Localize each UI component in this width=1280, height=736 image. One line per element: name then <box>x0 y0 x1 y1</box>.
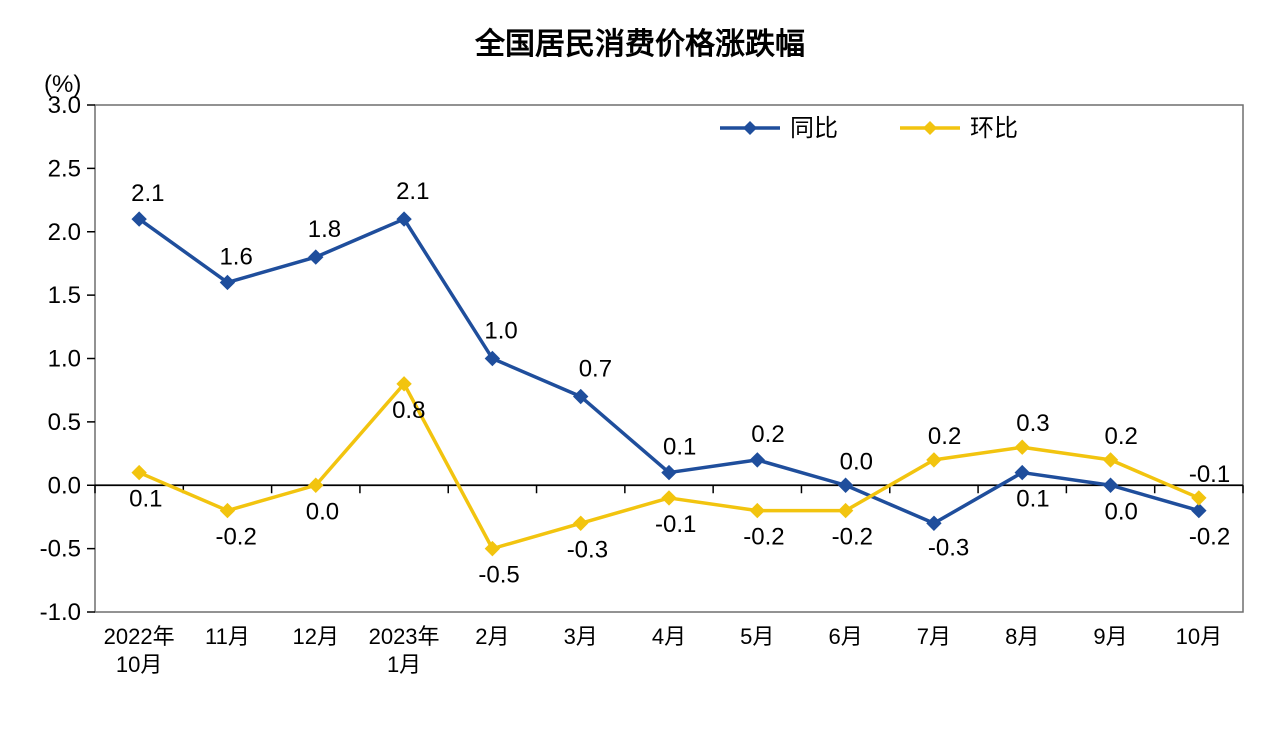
data-label: 0.1 <box>129 486 162 513</box>
data-label: 0.7 <box>579 356 612 383</box>
series-marker <box>1015 466 1029 480</box>
series-marker <box>485 542 499 556</box>
series-marker <box>927 453 941 467</box>
data-label: -0.2 <box>832 524 873 551</box>
series-marker <box>927 516 941 530</box>
data-label: 0.0 <box>306 498 339 525</box>
x-tick-label: 8月 <box>1005 624 1039 649</box>
legend-marker <box>923 121 937 135</box>
data-label: 0.1 <box>663 434 696 461</box>
data-label: -0.1 <box>1189 461 1230 488</box>
y-tick-label: 0.5 <box>48 409 81 436</box>
data-label: -0.3 <box>928 534 969 561</box>
series-marker <box>750 453 764 467</box>
data-label: 1.8 <box>308 216 341 243</box>
series-marker <box>1015 440 1029 454</box>
series-marker <box>309 250 323 264</box>
data-label: 0.8 <box>392 397 425 424</box>
chart-title: 全国居民消费价格涨跌幅 <box>474 27 805 61</box>
data-label: 0.0 <box>1105 498 1138 525</box>
y-tick-label: -1.0 <box>40 599 81 626</box>
data-label: 1.0 <box>484 318 517 345</box>
x-tick-label: 4月 <box>652 624 686 649</box>
x-tick-label: 9月 <box>1093 624 1127 649</box>
data-label: 0.1 <box>1016 486 1049 513</box>
data-label: 2.1 <box>131 180 164 207</box>
data-label: 0.2 <box>1105 423 1138 450</box>
series-marker <box>839 478 853 492</box>
x-tick-label: 2月 <box>475 624 509 649</box>
data-label: 2.1 <box>396 178 429 205</box>
y-tick-label: 2.5 <box>48 155 81 182</box>
data-label: 0.2 <box>751 421 784 448</box>
x-tick-label: 10月 <box>1176 624 1222 649</box>
y-tick-label: 3.0 <box>48 92 81 119</box>
series-marker <box>662 491 676 505</box>
data-label: 0.2 <box>928 423 961 450</box>
series-marker <box>1192 504 1206 518</box>
y-tick-label: 0.0 <box>48 472 81 499</box>
x-tick-label: 11月 <box>205 624 250 649</box>
series-marker <box>220 504 234 518</box>
legend-label: 同比 <box>790 115 838 142</box>
series-marker <box>750 504 764 518</box>
x-tick-label: 12月 <box>293 624 339 649</box>
x-tick-label: 7月 <box>917 624 951 649</box>
series-marker <box>1104 453 1118 467</box>
x-tick-label: 6月 <box>828 624 862 649</box>
y-tick-label: 1.5 <box>48 282 81 309</box>
series-marker <box>1192 491 1206 505</box>
series-marker <box>574 516 588 530</box>
data-label: -0.2 <box>743 524 784 551</box>
data-label: -0.3 <box>567 536 608 563</box>
y-tick-label: -0.5 <box>40 536 81 563</box>
cpi-line-chart: 全国居民消费价格涨跌幅(%)-1.0-0.50.00.51.01.52.02.5… <box>0 0 1280 736</box>
x-tick-label: 2023年1月 <box>369 624 440 677</box>
x-tick-label: 5月 <box>740 624 774 649</box>
legend-label: 环比 <box>970 115 1018 142</box>
data-label: -0.2 <box>1189 524 1230 551</box>
data-label: 0.3 <box>1016 410 1049 437</box>
data-label: 0.0 <box>840 448 873 475</box>
y-tick-label: 2.0 <box>48 219 81 246</box>
data-label: -0.5 <box>478 562 519 589</box>
data-label: 1.6 <box>219 243 252 270</box>
legend-marker <box>743 121 757 135</box>
y-tick-label: 1.0 <box>48 346 81 373</box>
series-marker <box>132 466 146 480</box>
x-tick-label: 2022年10月 <box>104 624 175 677</box>
data-label: -0.1 <box>655 511 696 538</box>
x-tick-label: 3月 <box>564 624 598 649</box>
series-marker <box>1104 478 1118 492</box>
data-label: -0.2 <box>215 524 256 551</box>
series-marker <box>839 504 853 518</box>
